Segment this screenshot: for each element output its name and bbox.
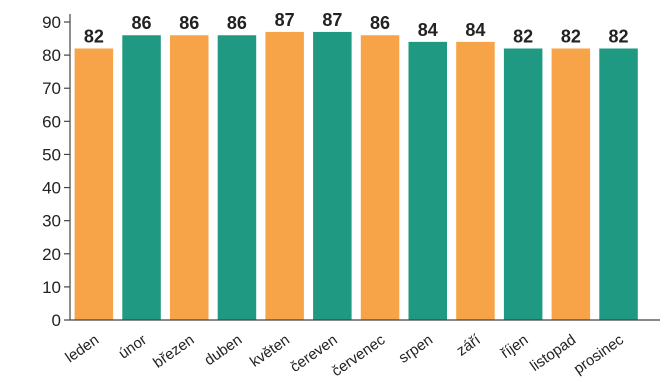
data-label-8: 84 <box>465 20 485 40</box>
data-label-2: 86 <box>179 13 199 33</box>
y-tick-label: 80 <box>42 46 61 65</box>
data-label-6: 86 <box>370 13 390 33</box>
x-tick-label: září <box>454 331 485 360</box>
bar-7 <box>408 41 447 320</box>
x-tick-label: únor <box>115 331 149 362</box>
y-tick-label: 50 <box>42 145 61 164</box>
x-tick-label: květen <box>247 331 293 370</box>
y-tick-label: 60 <box>42 112 61 131</box>
x-tick-label: říjen <box>498 331 532 362</box>
data-label-9: 82 <box>513 26 533 46</box>
bars-group <box>74 31 638 321</box>
data-label-4: 87 <box>275 10 295 30</box>
data-label-5: 87 <box>322 10 342 30</box>
y-tick-label: 10 <box>42 278 61 297</box>
y-tick-label: 90 <box>42 13 61 32</box>
x-tick-label: březen <box>150 331 197 371</box>
bar-2 <box>170 35 209 320</box>
data-label-11: 82 <box>609 26 629 46</box>
y-axis: 0 10 20 30 40 50 60 70 80 90 <box>42 13 71 330</box>
y-tick-label: 40 <box>42 179 61 198</box>
bar-11 <box>599 48 638 320</box>
bar-1 <box>122 35 161 320</box>
x-tick-label: duben <box>201 331 245 369</box>
x-tick-label: listopad <box>527 331 579 375</box>
data-label-10: 82 <box>561 26 581 46</box>
x-tick-label: prosinec <box>571 331 628 378</box>
y-tick-label: 0 <box>52 311 61 330</box>
bar-4 <box>265 31 304 321</box>
bar-6 <box>360 35 400 320</box>
bar-0 <box>74 48 114 320</box>
bar-10 <box>551 48 591 320</box>
bar-8 <box>456 41 495 320</box>
bar-5 <box>313 31 352 321</box>
data-label-3: 86 <box>227 13 247 33</box>
y-tick-label: 20 <box>42 245 61 264</box>
x-axis: leden únor březen duben květenčerevenčervene… <box>62 319 660 380</box>
data-label-1: 86 <box>132 13 152 33</box>
data-label-0: 82 <box>84 26 104 46</box>
data-label-7: 84 <box>418 20 438 40</box>
x-tick-label: srpen <box>396 331 436 366</box>
bar-9 <box>503 48 543 320</box>
data-labels-group: 82 86 86 86 87 87 86 84 84 82 82 82 <box>84 10 629 47</box>
y-tick-label: 30 <box>42 212 61 231</box>
y-tick-label: 70 <box>42 79 61 98</box>
x-tick-label: červenec <box>329 331 389 380</box>
x-tick-label: leden <box>62 331 102 366</box>
bar-3 <box>217 35 257 320</box>
